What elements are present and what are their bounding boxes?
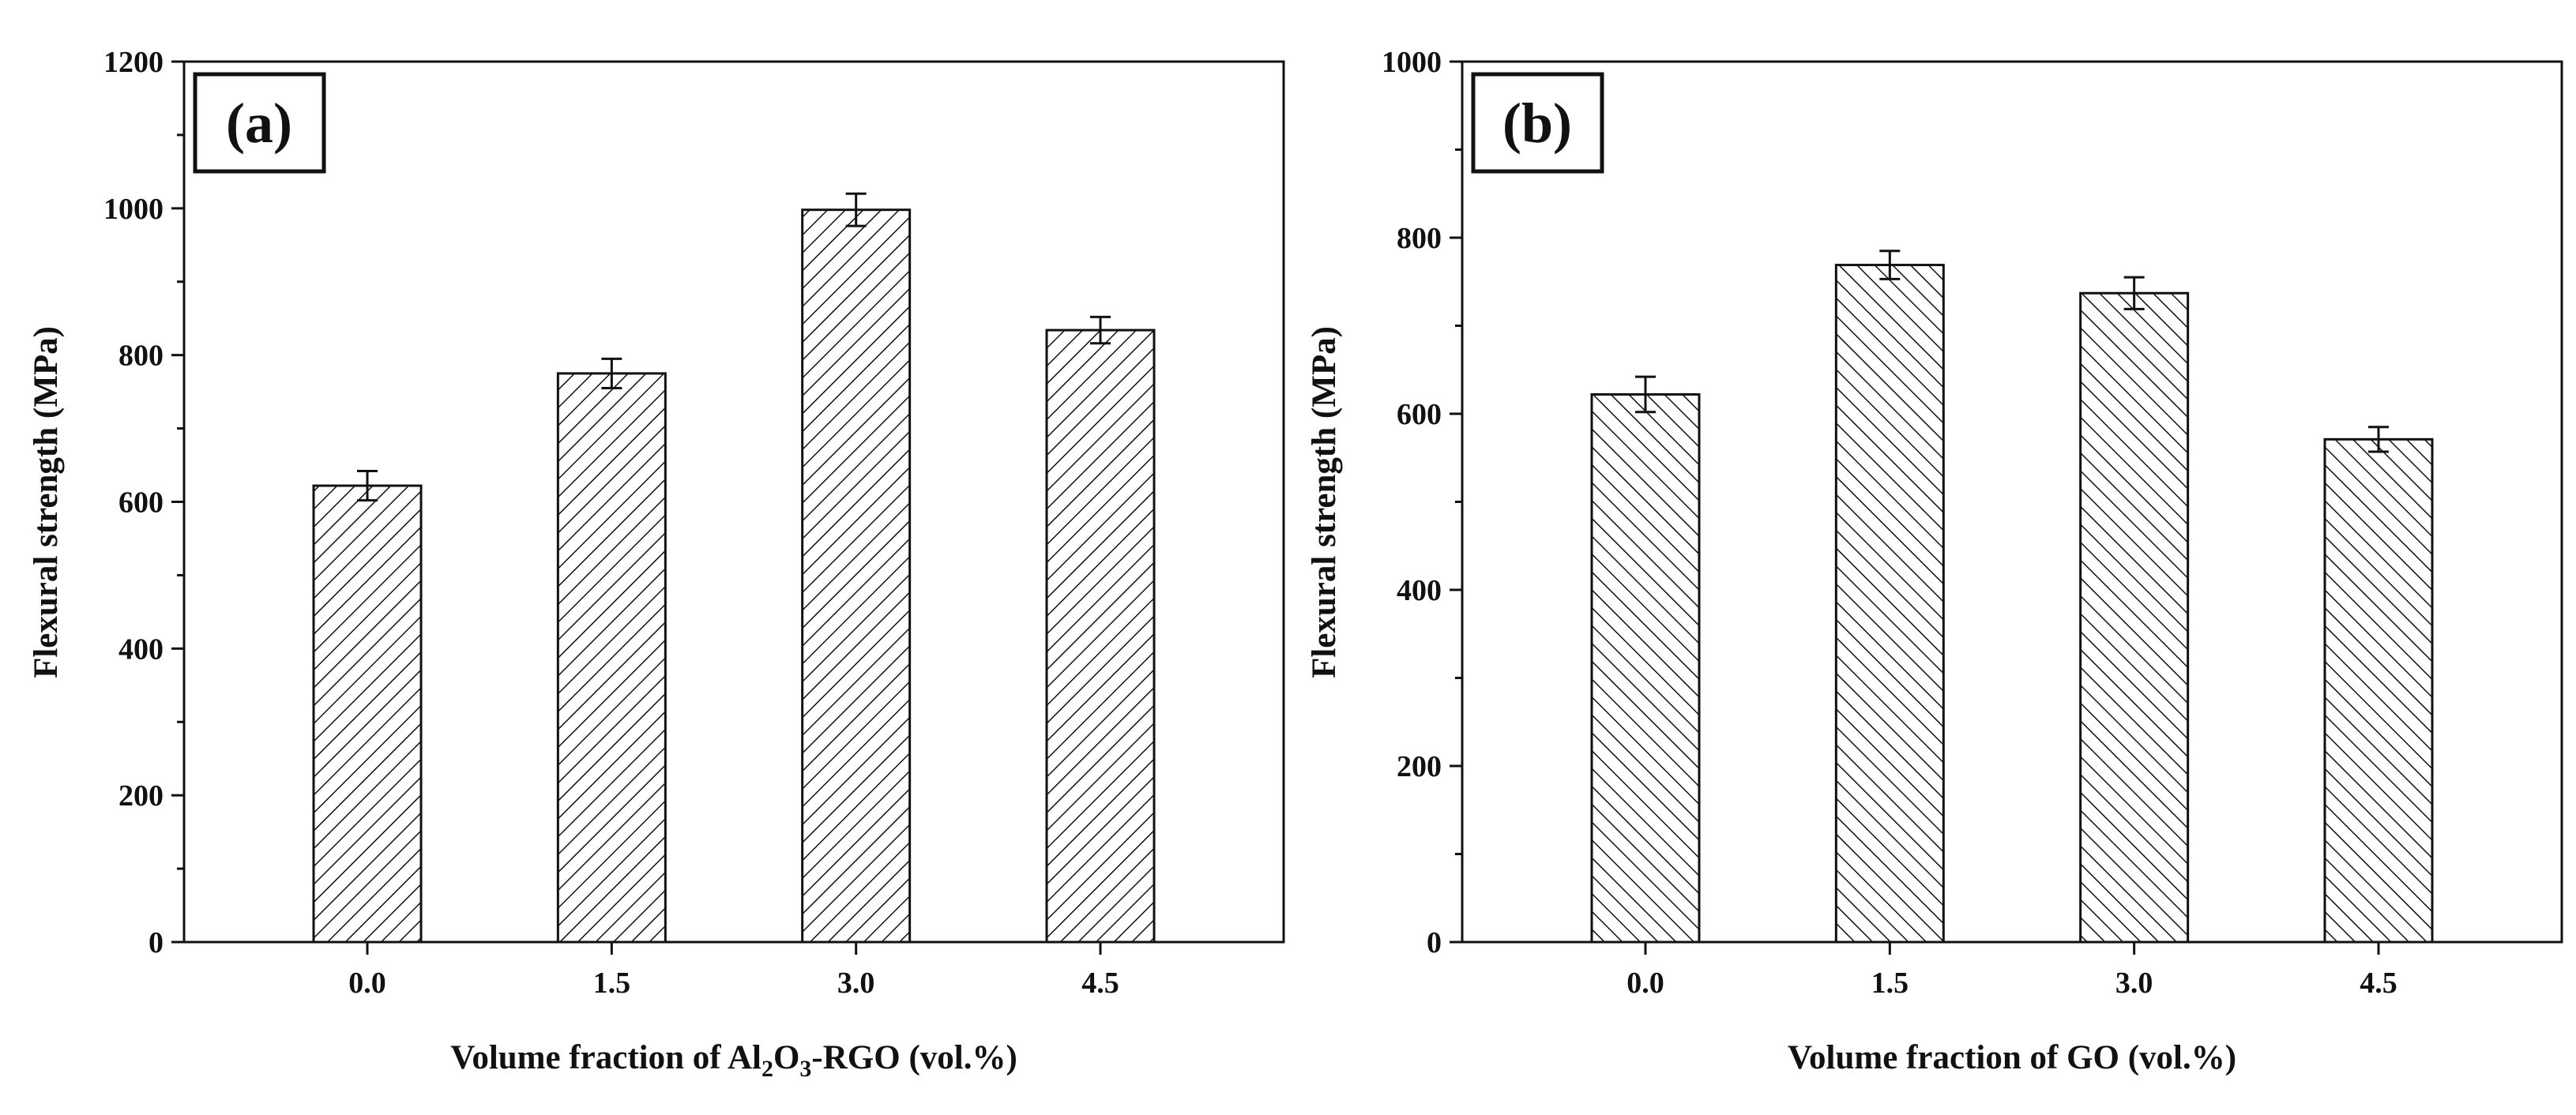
x-ticks-a: 0.0 1.5 3.0 4.5	[348, 942, 1119, 1000]
bars-b	[1590, 250, 2434, 944]
panel-label-a: (a)	[226, 92, 292, 155]
bar-b-3	[2323, 437, 2434, 944]
bar-b-0	[1590, 392, 1701, 944]
y-ticks-a: 0 200 400 600 800 1000 1200	[103, 46, 184, 959]
y-tick-label-b-3: 600	[1397, 398, 1442, 431]
panel-label-b: (b)	[1502, 92, 1572, 155]
chart-panel-b: 0 200 400 600 800 1000 0.0 1.5 3.0 4.5 (b) Flexu…	[1306, 46, 2563, 1076]
y-tick-label-b-0: 0	[1427, 926, 1442, 959]
x-axis-label-a-sub2: 3	[799, 1056, 811, 1082]
error-bar-b-1	[1879, 250, 1901, 280]
error-bar-b-2	[2123, 276, 2145, 310]
x-axis-label-a-sub1: 2	[762, 1056, 773, 1082]
y-tick-label-a-4: 800	[118, 340, 164, 373]
bar-a-1	[556, 372, 667, 944]
x-tick-label-b-3: 4.5	[2360, 967, 2397, 1000]
y-tick-label-a-5: 1000	[103, 193, 164, 226]
y-tick-label-a-6: 1200	[103, 46, 164, 79]
bar-b-2	[2079, 291, 2190, 944]
error-bar-a-2	[845, 192, 867, 227]
x-tick-label-a-1: 1.5	[593, 967, 631, 1000]
x-tick-label-b-0: 0.0	[1626, 967, 1664, 1000]
y-tick-label-b-4: 800	[1397, 222, 1442, 255]
x-tick-label-a-3: 4.5	[1081, 967, 1119, 1000]
bar-a-0	[312, 484, 423, 944]
panel-label-box-b	[1471, 72, 1604, 174]
x-axis-label-a-mid: O	[773, 1039, 799, 1076]
x-axis-label-a-prefix: Volume fraction of Al	[450, 1039, 762, 1076]
x-axis-label-b: Volume fraction of GO (vol.%)	[1788, 1039, 2236, 1076]
x-ticks-b: 0.0 1.5 3.0 4.5	[1626, 942, 2397, 1000]
error-bar-a-0	[357, 469, 378, 502]
y-axis-label-b: Flexural strength (MPa)	[1306, 326, 1343, 678]
x-axis-label-a: Volume fraction of Al2O3-RGO (vol.%)	[450, 1039, 1017, 1082]
error-bar-b-0	[1635, 375, 1656, 414]
bar-b-1	[1834, 264, 1945, 944]
y-tick-label-a-1: 200	[118, 779, 164, 813]
panel-label-box-a	[193, 72, 326, 174]
error-bar-a-3	[1090, 315, 1111, 345]
error-bar-a-1	[601, 357, 622, 389]
y-tick-label-b-5: 1000	[1382, 46, 1442, 79]
x-tick-label-b-2: 3.0	[2115, 967, 2153, 1000]
error-bar-b-3	[2368, 426, 2389, 453]
y-tick-label-b-1: 200	[1397, 750, 1442, 783]
x-tick-label-b-1: 1.5	[1871, 967, 1909, 1000]
chart-panel-a: 0 200 400 600 800 1000 1200 0.0 1.5 3.0 4.5 (a) F…	[28, 46, 1285, 1082]
y-tick-label-a-3: 600	[118, 486, 164, 520]
x-tick-label-a-2: 3.0	[837, 967, 875, 1000]
bars-a	[312, 192, 1156, 944]
y-tick-label-a-2: 400	[118, 633, 164, 666]
bar-a-2	[801, 208, 912, 944]
x-axis-label-a-suffix: -RGO (vol.%)	[811, 1039, 1017, 1076]
y-tick-label-a-0: 0	[149, 926, 164, 959]
y-axis-label-a: Flexural strength (MPa)	[28, 326, 65, 678]
bar-a-3	[1045, 328, 1156, 944]
y-tick-label-b-2: 400	[1397, 574, 1442, 607]
x-tick-label-a-0: 0.0	[348, 967, 386, 1000]
y-ticks-b: 0 200 400 600 800 1000	[1382, 46, 1462, 959]
